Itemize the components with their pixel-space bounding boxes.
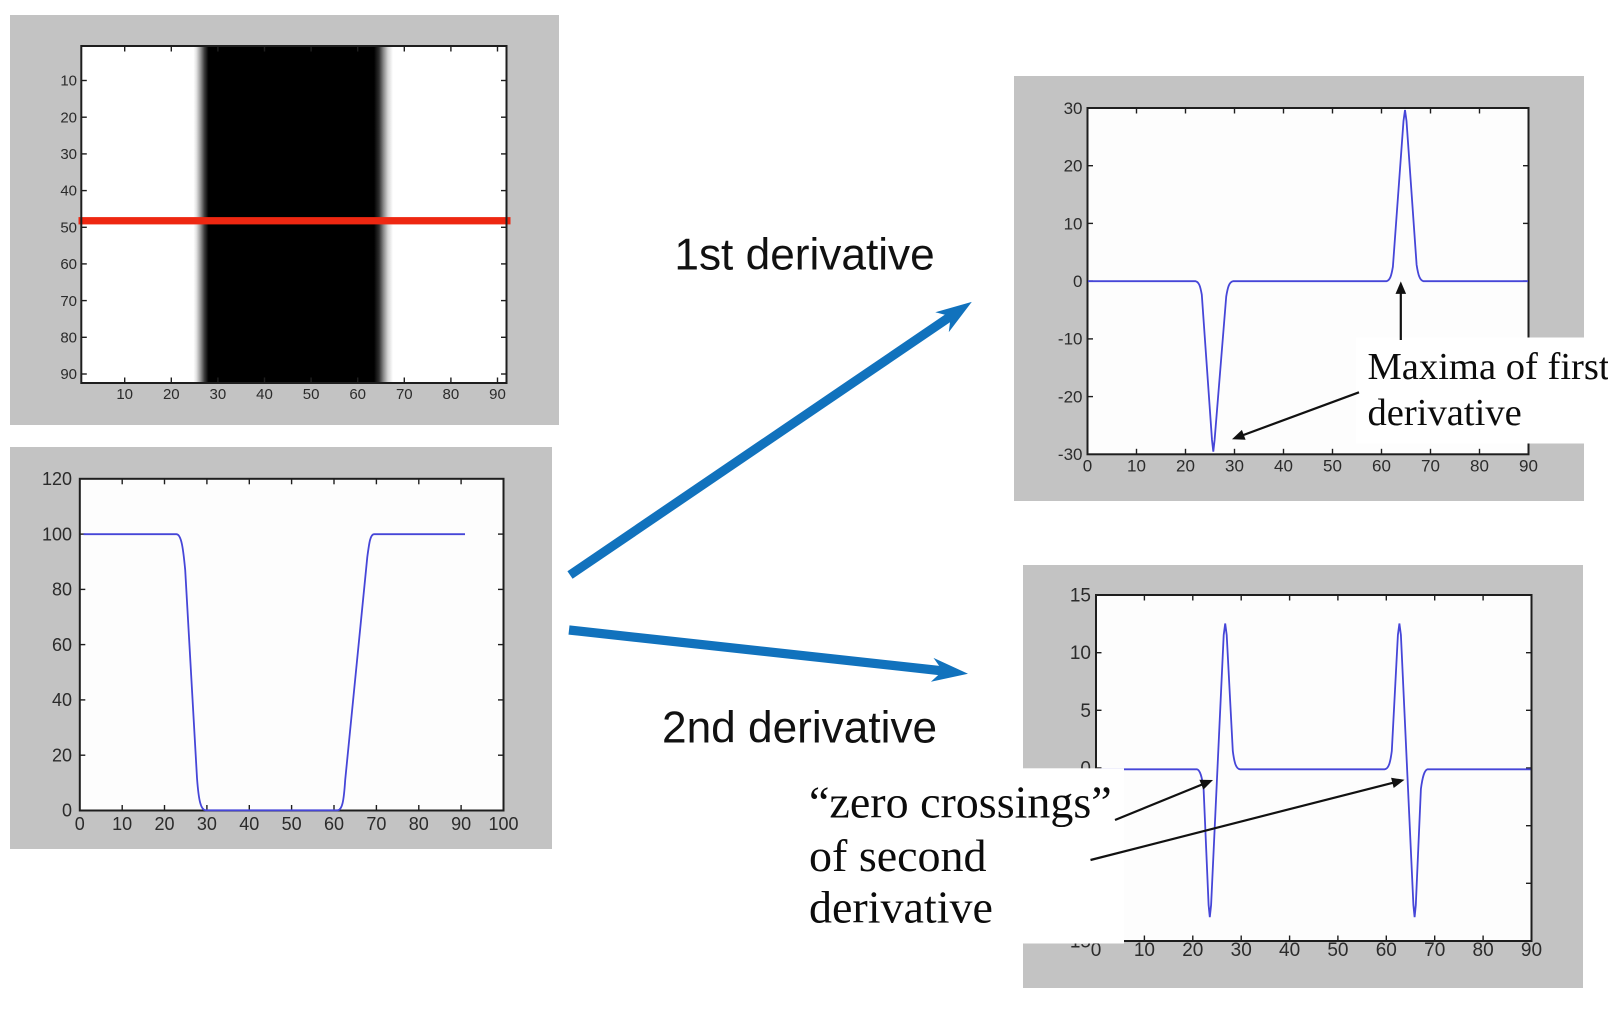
svg-text:80: 80 [443,386,460,403]
svg-text:60: 60 [349,386,366,403]
svg-text:30: 30 [197,814,217,834]
svg-text:70: 70 [366,814,386,834]
svg-text:10: 10 [1134,940,1155,961]
svg-text:20: 20 [163,386,180,403]
svg-text:90: 90 [1521,940,1542,961]
svg-text:0: 0 [1091,940,1102,961]
svg-text:70: 70 [60,293,77,310]
svg-text:40: 40 [60,183,77,200]
svg-text:0: 0 [75,814,85,834]
svg-text:80: 80 [60,330,77,347]
svg-text:60: 60 [1376,940,1397,961]
svg-text:100: 100 [42,524,72,544]
svg-text:of second: of second [809,830,987,881]
svg-text:70: 70 [396,386,413,403]
svg-text:-10: -10 [1058,330,1083,349]
svg-text:100: 100 [488,814,518,834]
svg-text:60: 60 [52,635,72,655]
svg-text:30: 30 [1064,99,1083,118]
svg-text:-30: -30 [1058,445,1083,464]
svg-text:10: 10 [1064,214,1083,233]
svg-text:70: 70 [1424,940,1445,961]
svg-text:90: 90 [60,366,77,383]
svg-text:5: 5 [1080,701,1091,722]
svg-text:derivative: derivative [809,882,993,933]
svg-text:10: 10 [112,814,132,834]
svg-text:70: 70 [1421,457,1440,476]
svg-text:0: 0 [62,801,72,821]
svg-text:80: 80 [1473,940,1494,961]
svg-text:15: 15 [1070,586,1091,607]
svg-text:30: 30 [1231,940,1252,961]
svg-text:40: 40 [52,690,72,710]
svg-text:Maxima of first: Maxima of first [1368,346,1608,388]
svg-text:60: 60 [1372,457,1391,476]
svg-text:1st derivative: 1st derivative [674,230,934,279]
svg-text:60: 60 [324,814,344,834]
svg-text:40: 40 [256,386,273,403]
svg-text:50: 50 [1323,457,1342,476]
svg-text:90: 90 [451,814,471,834]
svg-text:10: 10 [60,73,77,90]
svg-text:30: 30 [210,386,227,403]
svg-text:20: 20 [154,814,174,834]
svg-text:80: 80 [52,580,72,600]
svg-text:40: 40 [1274,457,1293,476]
svg-text:40: 40 [1279,940,1300,961]
svg-text:30: 30 [60,146,77,163]
svg-text:20: 20 [1176,457,1195,476]
svg-text:10: 10 [1127,457,1146,476]
svg-text:-20: -20 [1058,387,1083,406]
svg-text:90: 90 [489,386,506,403]
svg-text:0: 0 [1083,457,1092,476]
svg-text:30: 30 [1225,457,1244,476]
svg-text:120: 120 [42,469,72,489]
svg-text:2nd derivative: 2nd derivative [662,704,937,753]
svg-text:60: 60 [60,256,77,273]
svg-text:90: 90 [1519,457,1538,476]
svg-text:derivative: derivative [1368,392,1522,434]
svg-text:20: 20 [1182,940,1203,961]
svg-text:“zero crossings”: “zero crossings” [809,777,1112,828]
svg-text:20: 20 [60,109,77,126]
svg-text:50: 50 [282,814,302,834]
svg-text:20: 20 [52,745,72,765]
svg-text:40: 40 [239,814,259,834]
svg-text:10: 10 [116,386,133,403]
svg-text:50: 50 [60,219,77,236]
svg-text:80: 80 [409,814,429,834]
svg-text:80: 80 [1470,457,1489,476]
svg-text:20: 20 [1064,157,1083,176]
svg-text:0: 0 [1073,272,1082,291]
svg-text:10: 10 [1070,643,1091,664]
svg-text:50: 50 [1327,940,1348,961]
svg-text:50: 50 [303,386,320,403]
